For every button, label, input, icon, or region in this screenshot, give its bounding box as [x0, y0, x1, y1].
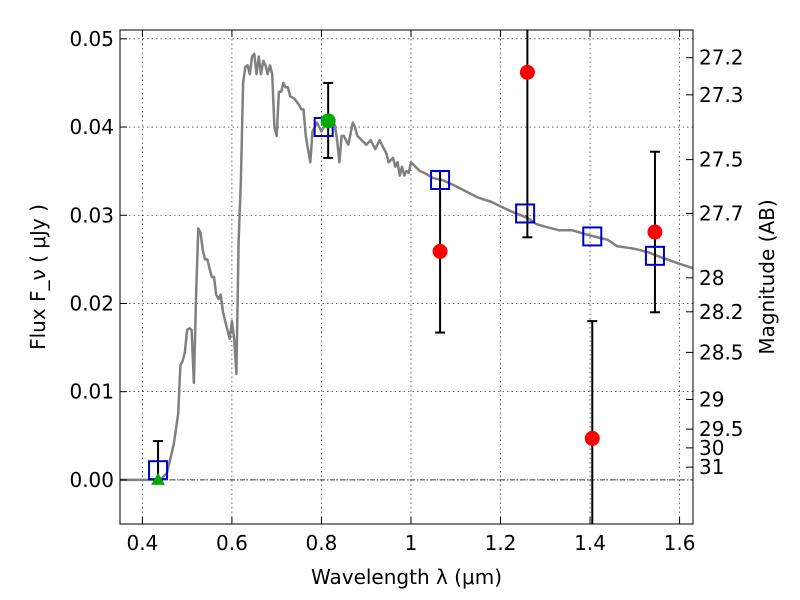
x-tick-label: 0.8 — [306, 531, 338, 555]
mag-tick-label: 31 — [699, 455, 724, 479]
mag-tick-label: 27.2 — [699, 46, 744, 70]
right-axis-label: Magnitude (AB) — [755, 199, 779, 354]
mag-tick-label: 29 — [699, 387, 724, 411]
observed-flux-point — [647, 224, 663, 240]
observed-flux-point — [519, 64, 535, 80]
mag-tick-label: 28.5 — [699, 340, 744, 364]
y-axis-label: Flux F_ν ( μJy ) — [26, 204, 50, 350]
x-axis-ticks: 0.4 0.6 0.8 1 1.2 1.4 1.6 — [126, 30, 695, 555]
y-tick-label: 0.03 — [69, 203, 114, 227]
y-tick-label: 0.01 — [69, 380, 114, 404]
mag-tick-label: 27.5 — [699, 148, 744, 172]
x-tick-label: 1.2 — [485, 531, 517, 555]
x-tick-label: 1 — [405, 531, 418, 555]
x-axis-label: Wavelength λ (μm) — [311, 565, 502, 589]
mag-tick-label: 28.2 — [699, 300, 744, 324]
observed-flux-point — [320, 113, 336, 129]
y-tick-label: 0.04 — [69, 115, 114, 139]
model-photometry-point — [644, 245, 665, 266]
mag-tick-label: 29.5 — [699, 417, 744, 441]
mag-tick-label: 28 — [699, 266, 724, 290]
plot-area — [120, 30, 694, 524]
plot-frame — [119, 29, 694, 525]
observed-flux-point — [584, 430, 600, 446]
grid-lines — [120, 30, 693, 524]
mag-tick-label: 27.7 — [699, 201, 744, 225]
y-tick-label: 0.02 — [69, 291, 114, 315]
mag-tick-label: 30 — [699, 436, 724, 460]
x-tick-label: 0.4 — [126, 531, 158, 555]
x-tick-label: 0.6 — [216, 531, 248, 555]
observed-upper-limit-point — [151, 472, 166, 485]
model-sed-line — [120, 52, 694, 482]
y-tick-label: 0.00 — [69, 468, 114, 492]
y-tick-label: 0.05 — [69, 27, 114, 51]
model-photometry-point — [430, 169, 451, 190]
x-tick-label: 1.6 — [664, 531, 696, 555]
y-axis-ticks: 0.00 0.01 0.02 0.03 0.04 0.05 — [69, 27, 127, 492]
observed-flux-point — [432, 243, 448, 259]
model-photometry-point — [515, 203, 536, 224]
x-tick-label: 1.4 — [574, 531, 606, 555]
model-photometry-point — [582, 226, 603, 247]
mag-tick-label: 27.3 — [699, 83, 744, 107]
